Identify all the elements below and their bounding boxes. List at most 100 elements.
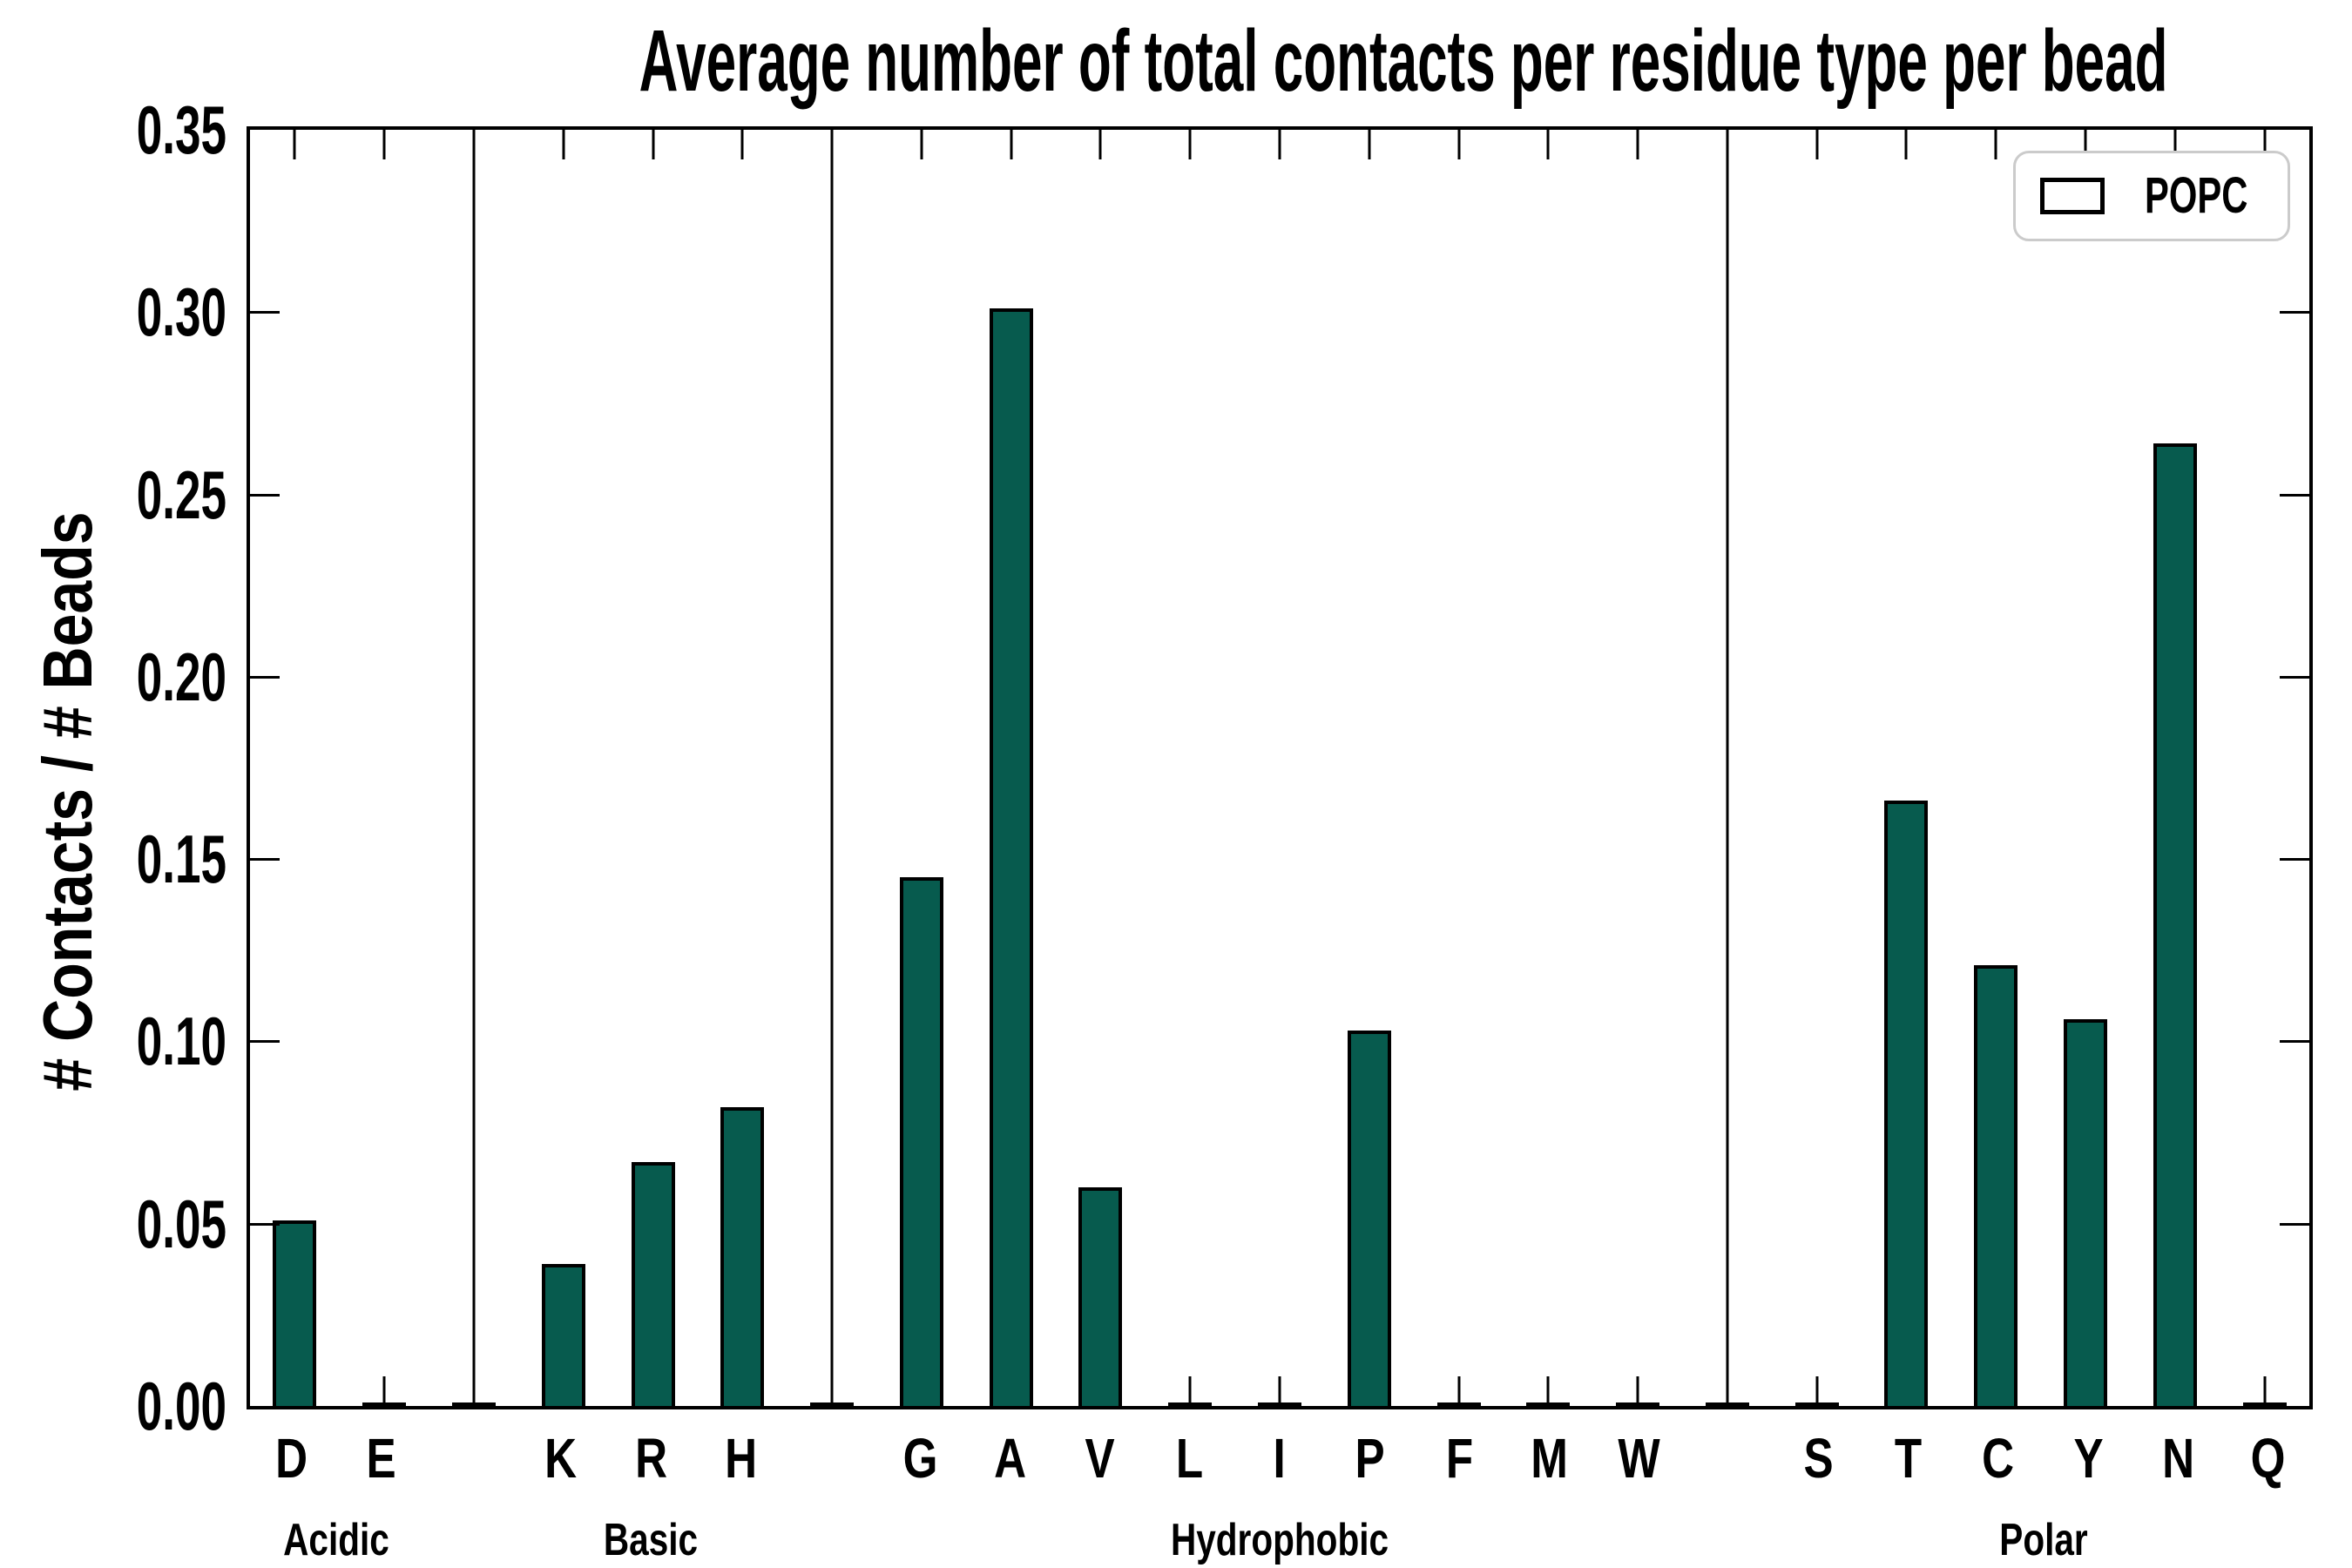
x-axis-label-K: K bbox=[544, 1427, 578, 1490]
bar-slot-P bbox=[1324, 130, 1414, 1406]
group-divider-slot bbox=[429, 130, 519, 1406]
x-axis-label-C: C bbox=[1982, 1427, 2015, 1490]
bar-K bbox=[541, 1264, 585, 1406]
x-axis-label-M: M bbox=[1530, 1427, 1568, 1490]
x-tick-top bbox=[1904, 130, 1908, 159]
y-tick-label-0.15: 0.15 bbox=[136, 821, 226, 898]
y-tick-left bbox=[250, 311, 280, 314]
x-axis-label-empty bbox=[794, 1425, 867, 1491]
y-tick-right bbox=[2280, 675, 2309, 679]
group-divider-slot bbox=[1683, 130, 1773, 1406]
bar-slots bbox=[250, 130, 2309, 1406]
bar-C bbox=[1974, 965, 2018, 1406]
bar-N bbox=[2153, 443, 2197, 1406]
bar-H bbox=[720, 1107, 765, 1406]
x-axis-label-empty bbox=[436, 1425, 508, 1491]
placeholder-bar bbox=[451, 1402, 496, 1406]
x-axis-label-P: P bbox=[1354, 1427, 1385, 1490]
legend: POPC bbox=[2013, 151, 2290, 241]
x-tick-top bbox=[1994, 130, 1997, 159]
x-axis-label-empty bbox=[1693, 1425, 1765, 1491]
x-tick-top bbox=[1546, 130, 1550, 159]
y-tick-left bbox=[250, 675, 280, 679]
bar-slot-V bbox=[1056, 130, 1146, 1406]
bar-L bbox=[1168, 1402, 1213, 1406]
bar-slot-S bbox=[1772, 130, 1862, 1406]
bar-slot-I bbox=[1235, 130, 1325, 1406]
x-axis-label-A: A bbox=[994, 1427, 1027, 1490]
x-axis-label-E: E bbox=[366, 1427, 396, 1490]
bar-slot-H bbox=[698, 130, 787, 1406]
y-tick-label-0.10: 0.10 bbox=[136, 1003, 226, 1080]
x-tick-bottom bbox=[1188, 1376, 1192, 1406]
legend-label: POPC bbox=[2144, 167, 2247, 224]
bar-I bbox=[1257, 1402, 1301, 1406]
bar-slot-D bbox=[250, 130, 340, 1406]
x-tick-top bbox=[1457, 130, 1461, 159]
group-label-acidic: Acidic bbox=[283, 1515, 389, 1565]
x-axis-label-F: F bbox=[1445, 1427, 1473, 1490]
x-tick-top bbox=[920, 130, 923, 159]
bar-slot-Y bbox=[2041, 130, 2131, 1406]
legend-swatch-popc bbox=[2040, 178, 2105, 214]
x-axis-label-L: L bbox=[1176, 1427, 1204, 1490]
x-axis-label-R: R bbox=[634, 1427, 667, 1490]
y-tick-label-0.30: 0.30 bbox=[136, 274, 226, 351]
y-tick-right bbox=[2280, 1040, 2309, 1044]
x-tick-top bbox=[1636, 130, 1639, 159]
bar-F bbox=[1436, 1402, 1481, 1406]
x-tick-top bbox=[1098, 130, 1102, 159]
x-tick-bottom bbox=[1636, 1376, 1639, 1406]
x-axis-label-T: T bbox=[1895, 1427, 1923, 1490]
group-divider-line bbox=[472, 130, 476, 1406]
bar-G bbox=[899, 877, 943, 1406]
x-tick-bottom bbox=[1815, 1376, 1819, 1406]
bar-slot-L bbox=[1146, 130, 1235, 1406]
x-tick-top bbox=[562, 130, 565, 159]
bar-slot-K bbox=[518, 130, 608, 1406]
x-axis-label-S: S bbox=[1803, 1427, 1834, 1490]
x-tick-bottom bbox=[382, 1376, 386, 1406]
bar-slot-C bbox=[1951, 130, 2041, 1406]
bar-slot-E bbox=[340, 130, 429, 1406]
x-tick-top bbox=[1188, 130, 1192, 159]
bar-slot-T bbox=[1862, 130, 1951, 1406]
bar-slot-F bbox=[1414, 130, 1504, 1406]
y-tick-label-0.00: 0.00 bbox=[136, 1368, 226, 1444]
y-tick-label-0.20: 0.20 bbox=[136, 638, 226, 715]
group-label-basic: Basic bbox=[603, 1515, 699, 1565]
bar-slot-A bbox=[966, 130, 1056, 1406]
group-divider-line bbox=[830, 130, 834, 1406]
y-tick-right bbox=[2280, 311, 2309, 314]
x-axis-label-D: D bbox=[275, 1427, 308, 1490]
chart-title: Average number of total contacts per res… bbox=[639, 12, 2168, 110]
y-tick-left bbox=[250, 493, 280, 497]
y-tick-right bbox=[2280, 493, 2309, 497]
bar-Y bbox=[2064, 1019, 2108, 1406]
x-axis-label-H: H bbox=[724, 1427, 757, 1490]
x-tick-bottom bbox=[2263, 1376, 2267, 1406]
x-axis-label-N: N bbox=[2161, 1427, 2194, 1490]
x-axis-label-Y: Y bbox=[2072, 1427, 2104, 1490]
x-tick-top bbox=[1010, 130, 1013, 159]
x-tick-top bbox=[1815, 130, 1819, 159]
bar-S bbox=[1794, 1402, 1839, 1406]
y-tick-label-0.05: 0.05 bbox=[136, 1185, 226, 1262]
y-tick-label-0.35: 0.35 bbox=[136, 91, 226, 168]
plot-area: POPC bbox=[247, 126, 2313, 1409]
bar-W bbox=[1616, 1402, 1660, 1406]
x-tick-top bbox=[2084, 130, 2087, 159]
bar-slot-W bbox=[1593, 130, 1683, 1406]
bar-Q bbox=[2242, 1402, 2287, 1406]
x-tick-top bbox=[652, 130, 655, 159]
bar-A bbox=[989, 308, 1033, 1406]
x-axis-label-W: W bbox=[1618, 1427, 1660, 1490]
placeholder-bar bbox=[810, 1402, 855, 1406]
group-divider-line bbox=[1726, 130, 1729, 1406]
x-tick-bottom bbox=[1457, 1376, 1461, 1406]
bar-T bbox=[1884, 801, 1929, 1406]
x-axis-label-I: I bbox=[1273, 1427, 1287, 1490]
group-label-polar: Polar bbox=[1998, 1515, 2088, 1565]
x-axis-label-V: V bbox=[1085, 1427, 1115, 1490]
